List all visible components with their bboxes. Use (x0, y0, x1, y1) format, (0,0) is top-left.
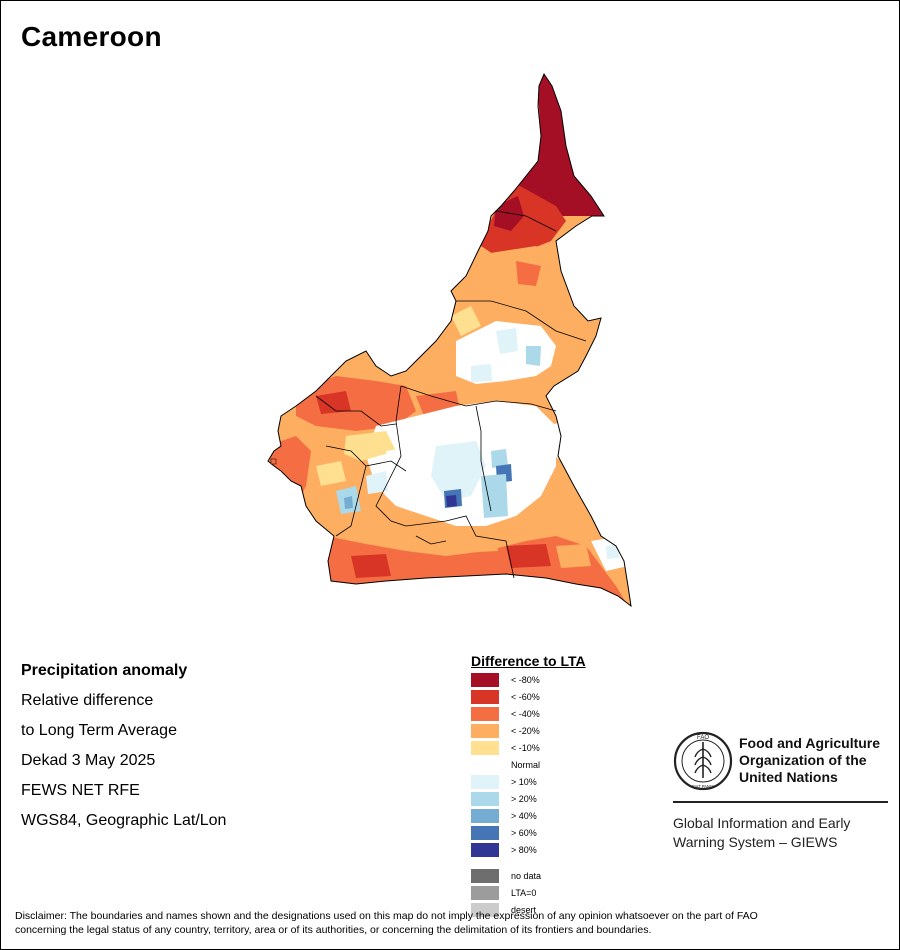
legend-class-swatch (471, 741, 499, 755)
legend-extra: no data LTA=0 desert (471, 869, 671, 920)
legend-class-swatch (471, 826, 499, 840)
info-line-2: to Long Term Average (21, 722, 177, 739)
legend-class-row: > 40% (471, 809, 671, 826)
legend-class-row: < -60% (471, 690, 671, 707)
legend-extra-row: no data (471, 869, 671, 886)
giews-text: Global Information and Early Warning Sys… (673, 814, 893, 852)
legend-class-swatch (471, 673, 499, 687)
divider (673, 801, 888, 803)
giews-line-2: Warning System – GIEWS (673, 834, 838, 850)
legend-extra-label: LTA=0 (511, 888, 537, 898)
legend-class-label: < -80% (511, 675, 540, 685)
legend-class-swatch (471, 792, 499, 806)
disclaimer: Disclaimer: The boundaries and names sho… (15, 909, 885, 937)
legend-class-label: < -40% (511, 709, 540, 719)
legend-title: Difference to LTA (471, 653, 586, 669)
fao-logo-icon: FAO FIAT PANIS (673, 731, 733, 791)
legend-class-label: < -10% (511, 743, 540, 753)
legend-class-swatch (471, 843, 499, 857)
legend-class-row: < -80% (471, 673, 671, 690)
legend-class-row: > 20% (471, 792, 671, 809)
legend-class-label: < -20% (511, 726, 540, 736)
legend-class-row: > 10% (471, 775, 671, 792)
fao-name-line-2: Organization of the (739, 752, 867, 768)
legend-class-swatch (471, 775, 499, 789)
legend-class-label: > 10% (511, 777, 537, 787)
info-line-5: WGS84, Geographic Lat/Lon (21, 812, 227, 829)
legend-class-label: > 20% (511, 794, 537, 804)
legend-extra-swatch (471, 869, 499, 883)
legend-class-row: < -20% (471, 724, 671, 741)
legend: Difference to LTA < -80% < -60% < -40% < -2… (471, 653, 671, 920)
legend-class-label: > 60% (511, 828, 537, 838)
legend-class-swatch (471, 724, 499, 738)
fao-name-line-1: Food and Agriculture (739, 735, 881, 751)
legend-class-row: < -40% (471, 707, 671, 724)
giews-line-1: Global Information and Early (673, 815, 851, 831)
legend-extra-row: LTA=0 (471, 886, 671, 903)
info-heading: Precipitation anomaly (21, 662, 188, 679)
legend-class-row: Normal (471, 758, 671, 775)
cameroon-anomaly-map (267, 72, 632, 608)
legend-class-row: < -10% (471, 741, 671, 758)
map-title: Cameroon (21, 21, 162, 52)
info-line-4: FEWS NET RFE (21, 782, 140, 799)
map-info: Precipitation anomaly Relative differenc… (21, 656, 226, 836)
disclaimer-line-1: Disclaimer: The boundaries and names sho… (15, 910, 758, 922)
legend-extra-swatch (471, 903, 499, 917)
fao-name: Food and Agriculture Organization of the… (739, 735, 880, 786)
legend-class-row: > 60% (471, 826, 671, 843)
legend-classes: < -80% < -60% < -40% < -20% < -10% Normal > 10… (471, 673, 671, 860)
legend-class-label: < -60% (511, 692, 540, 702)
info-line-3: Dekad 3 May 2025 (21, 752, 156, 769)
country-border (267, 72, 632, 608)
legend-extra-label: no data (511, 871, 542, 881)
legend-class-swatch (471, 809, 499, 823)
fao-name-line-3: United Nations (739, 769, 838, 785)
logo-motto-text: FIAT PANIS (692, 784, 714, 789)
legend-class-label: Normal (511, 760, 541, 770)
legend-extra-row: desert (471, 903, 671, 920)
legend-class-label: > 40% (511, 811, 537, 821)
legend-class-swatch (471, 707, 499, 721)
legend-class-label: > 80% (511, 845, 537, 855)
region-boundaries (315, 210, 587, 579)
legend-extra-label: desert (511, 905, 537, 915)
legend-extra-swatch (471, 886, 499, 900)
disclaimer-line-2: concerning the legal status of any count… (15, 924, 652, 936)
logo-fao-text: FAO (697, 735, 709, 741)
legend-class-row: > 80% (471, 843, 671, 860)
legend-class-swatch (471, 758, 499, 772)
legend-class-swatch (471, 690, 499, 704)
info-line-1: Relative difference (21, 692, 154, 709)
